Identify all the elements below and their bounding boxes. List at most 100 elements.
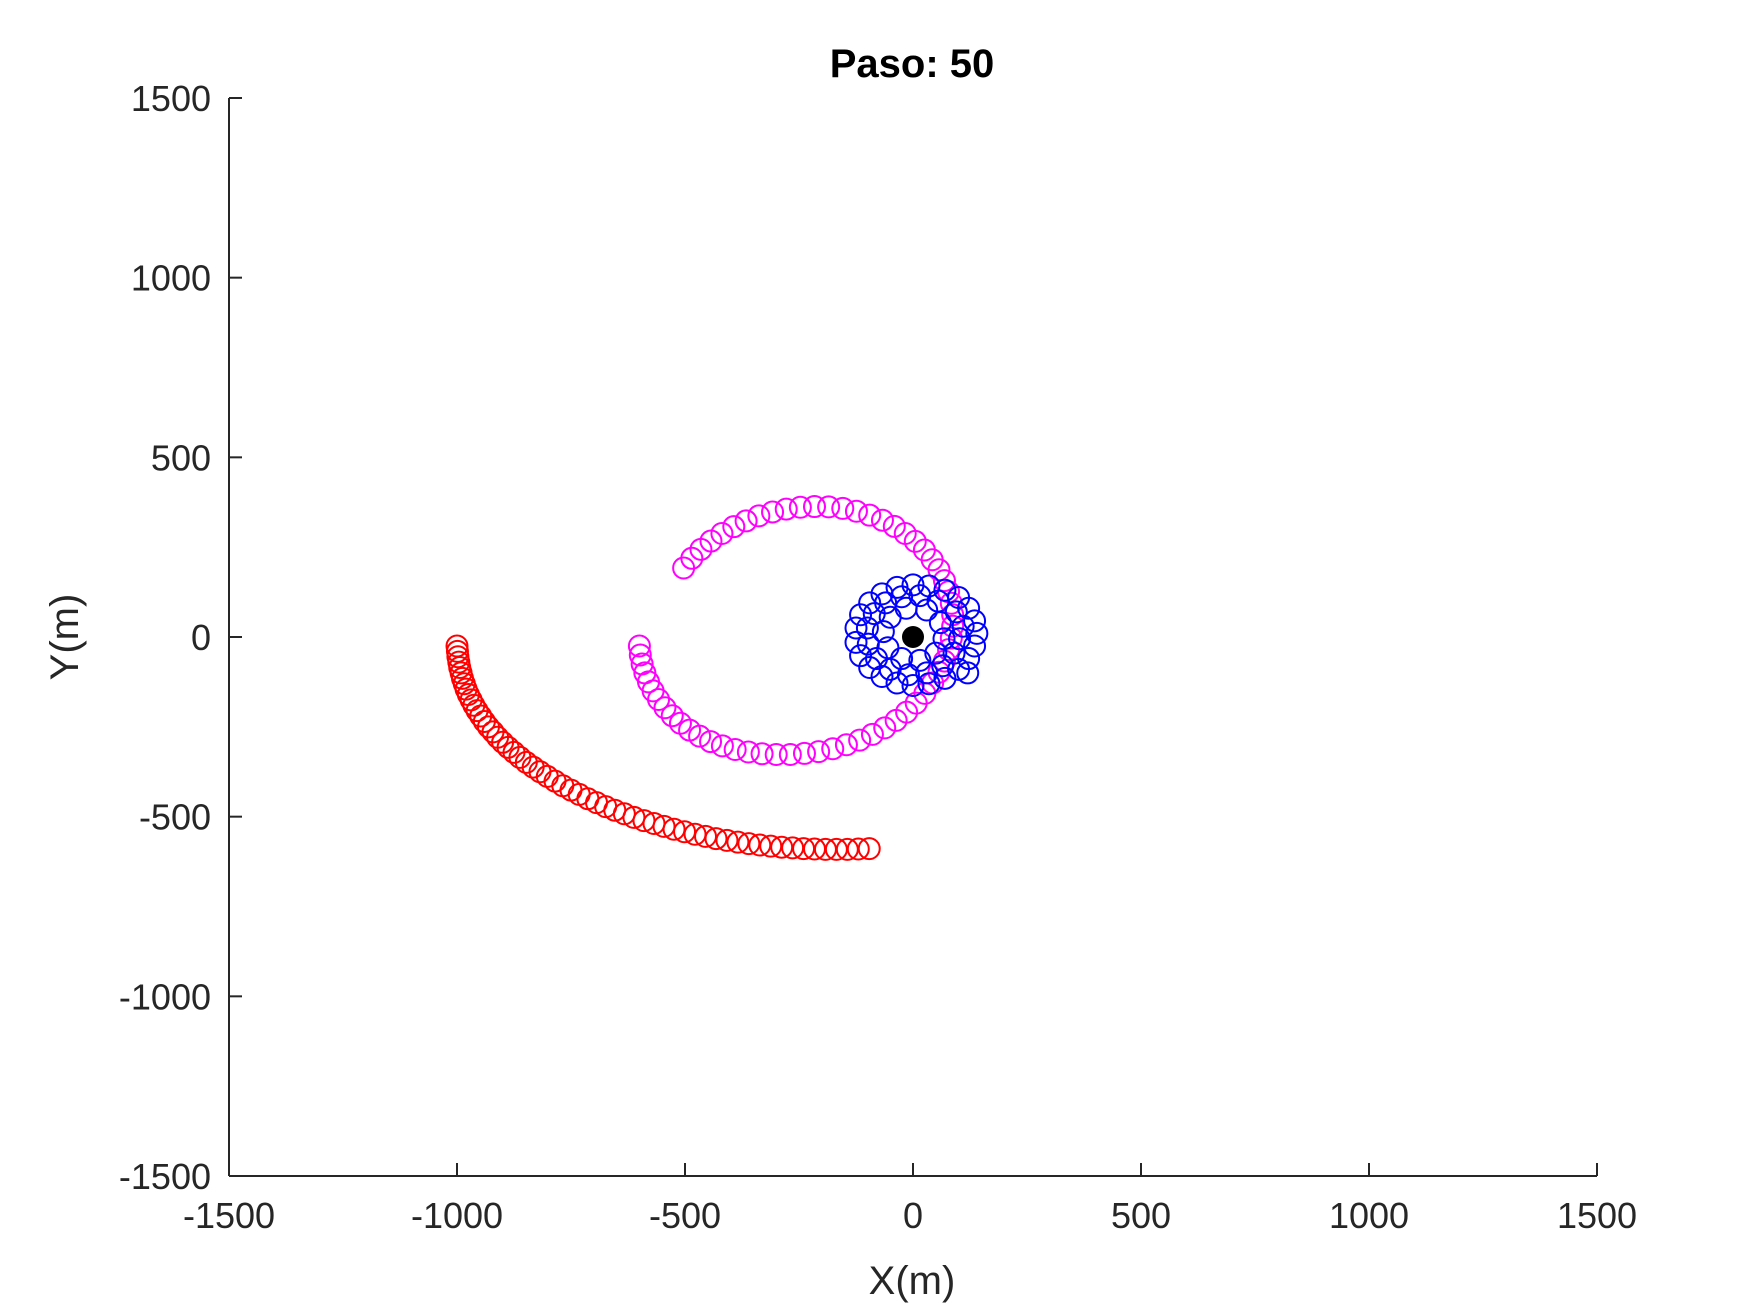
data-point xyxy=(855,616,879,640)
data-point xyxy=(885,671,909,695)
y-tick-label: 1500 xyxy=(131,78,211,119)
y-ticks: -1500 -1000 -500 0 500 1000 1500 xyxy=(119,78,242,1197)
data-point xyxy=(908,648,932,672)
data-point xyxy=(807,740,831,764)
series-2 xyxy=(844,573,989,698)
data-point xyxy=(734,509,758,533)
data-point xyxy=(857,837,881,861)
data-point xyxy=(653,696,677,720)
y-tick-label: 500 xyxy=(151,437,211,478)
data-point xyxy=(844,616,868,640)
y-tick-label: -1500 xyxy=(119,1156,211,1197)
data-point xyxy=(917,672,941,696)
series-layer xyxy=(445,495,989,861)
data-point xyxy=(873,716,897,740)
data-point xyxy=(890,647,914,671)
y-tick-label: -1000 xyxy=(119,976,211,1017)
x-tick-label: 500 xyxy=(1111,1195,1171,1236)
data-point xyxy=(896,663,920,687)
data-point xyxy=(694,824,718,848)
data-point xyxy=(878,605,902,629)
data-point xyxy=(774,497,798,521)
data-point xyxy=(831,496,855,520)
data-point xyxy=(715,828,739,852)
data-point xyxy=(870,665,894,689)
data-point xyxy=(737,832,761,856)
data-point xyxy=(849,603,873,627)
data-point xyxy=(858,591,882,615)
data-point xyxy=(928,611,952,635)
x-tick-label: -1000 xyxy=(411,1195,503,1236)
data-point xyxy=(788,495,812,519)
x-tick-label: 1500 xyxy=(1557,1195,1637,1236)
data-point xyxy=(860,722,884,746)
data-point xyxy=(924,641,948,665)
series-0 xyxy=(445,634,881,861)
data-point xyxy=(848,728,872,752)
data-point xyxy=(759,834,783,858)
data-point xyxy=(957,647,981,671)
data-point xyxy=(803,495,827,519)
data-point xyxy=(627,634,651,658)
data-point xyxy=(862,602,886,626)
data-point xyxy=(748,833,772,857)
data-point xyxy=(932,569,956,593)
data-point xyxy=(844,630,868,654)
data-point xyxy=(944,600,968,624)
data-point xyxy=(723,737,747,761)
x-tick-label: 0 xyxy=(903,1195,923,1236)
data-point xyxy=(628,643,652,667)
x-ticks: -1500 -1000 -500 0 500 1000 1500 xyxy=(183,1163,1637,1236)
data-point xyxy=(908,584,932,608)
data-point xyxy=(849,644,873,668)
data-point xyxy=(688,724,712,748)
data-point xyxy=(901,674,925,698)
data-point xyxy=(660,704,684,728)
data-point xyxy=(736,740,760,764)
data-point xyxy=(963,609,987,633)
x-tick-label: -500 xyxy=(649,1195,721,1236)
data-point xyxy=(882,514,906,538)
data-point xyxy=(747,504,771,528)
data-point xyxy=(726,830,750,854)
data-point xyxy=(870,508,894,532)
data-point xyxy=(844,499,868,523)
y-tick-label: 0 xyxy=(191,617,211,658)
chart-title: Paso: 50 xyxy=(830,42,995,86)
data-point xyxy=(956,661,980,685)
data-point xyxy=(948,627,972,651)
x-axis-title: X(m) xyxy=(869,1259,956,1303)
data-point xyxy=(778,743,802,767)
y-tick-label: 1000 xyxy=(131,258,211,299)
data-point xyxy=(890,585,914,609)
center-point xyxy=(902,626,924,648)
data-point xyxy=(722,515,746,539)
data-point xyxy=(941,614,965,638)
data-point xyxy=(647,688,671,712)
data-point xyxy=(931,654,955,678)
data-point xyxy=(834,733,858,757)
data-point xyxy=(792,741,816,765)
x-tick-label: -1500 xyxy=(183,1195,275,1236)
data-point xyxy=(915,661,939,685)
data-point xyxy=(965,621,989,645)
data-point xyxy=(750,742,774,766)
data-point xyxy=(662,817,686,841)
data-point xyxy=(704,827,728,851)
y-axis-title: Y(m) xyxy=(43,594,87,681)
x-tick-label: 1000 xyxy=(1329,1195,1409,1236)
data-point xyxy=(699,730,723,754)
data-point xyxy=(951,614,975,638)
y-tick-label: -500 xyxy=(139,797,211,838)
data-point xyxy=(939,626,963,650)
data-point xyxy=(710,734,734,758)
data-point xyxy=(963,634,987,658)
data-point xyxy=(821,737,845,761)
data-point xyxy=(846,837,870,861)
data-point xyxy=(689,537,713,561)
data-point xyxy=(858,503,882,527)
data-point xyxy=(871,620,895,644)
data-point xyxy=(932,627,956,651)
